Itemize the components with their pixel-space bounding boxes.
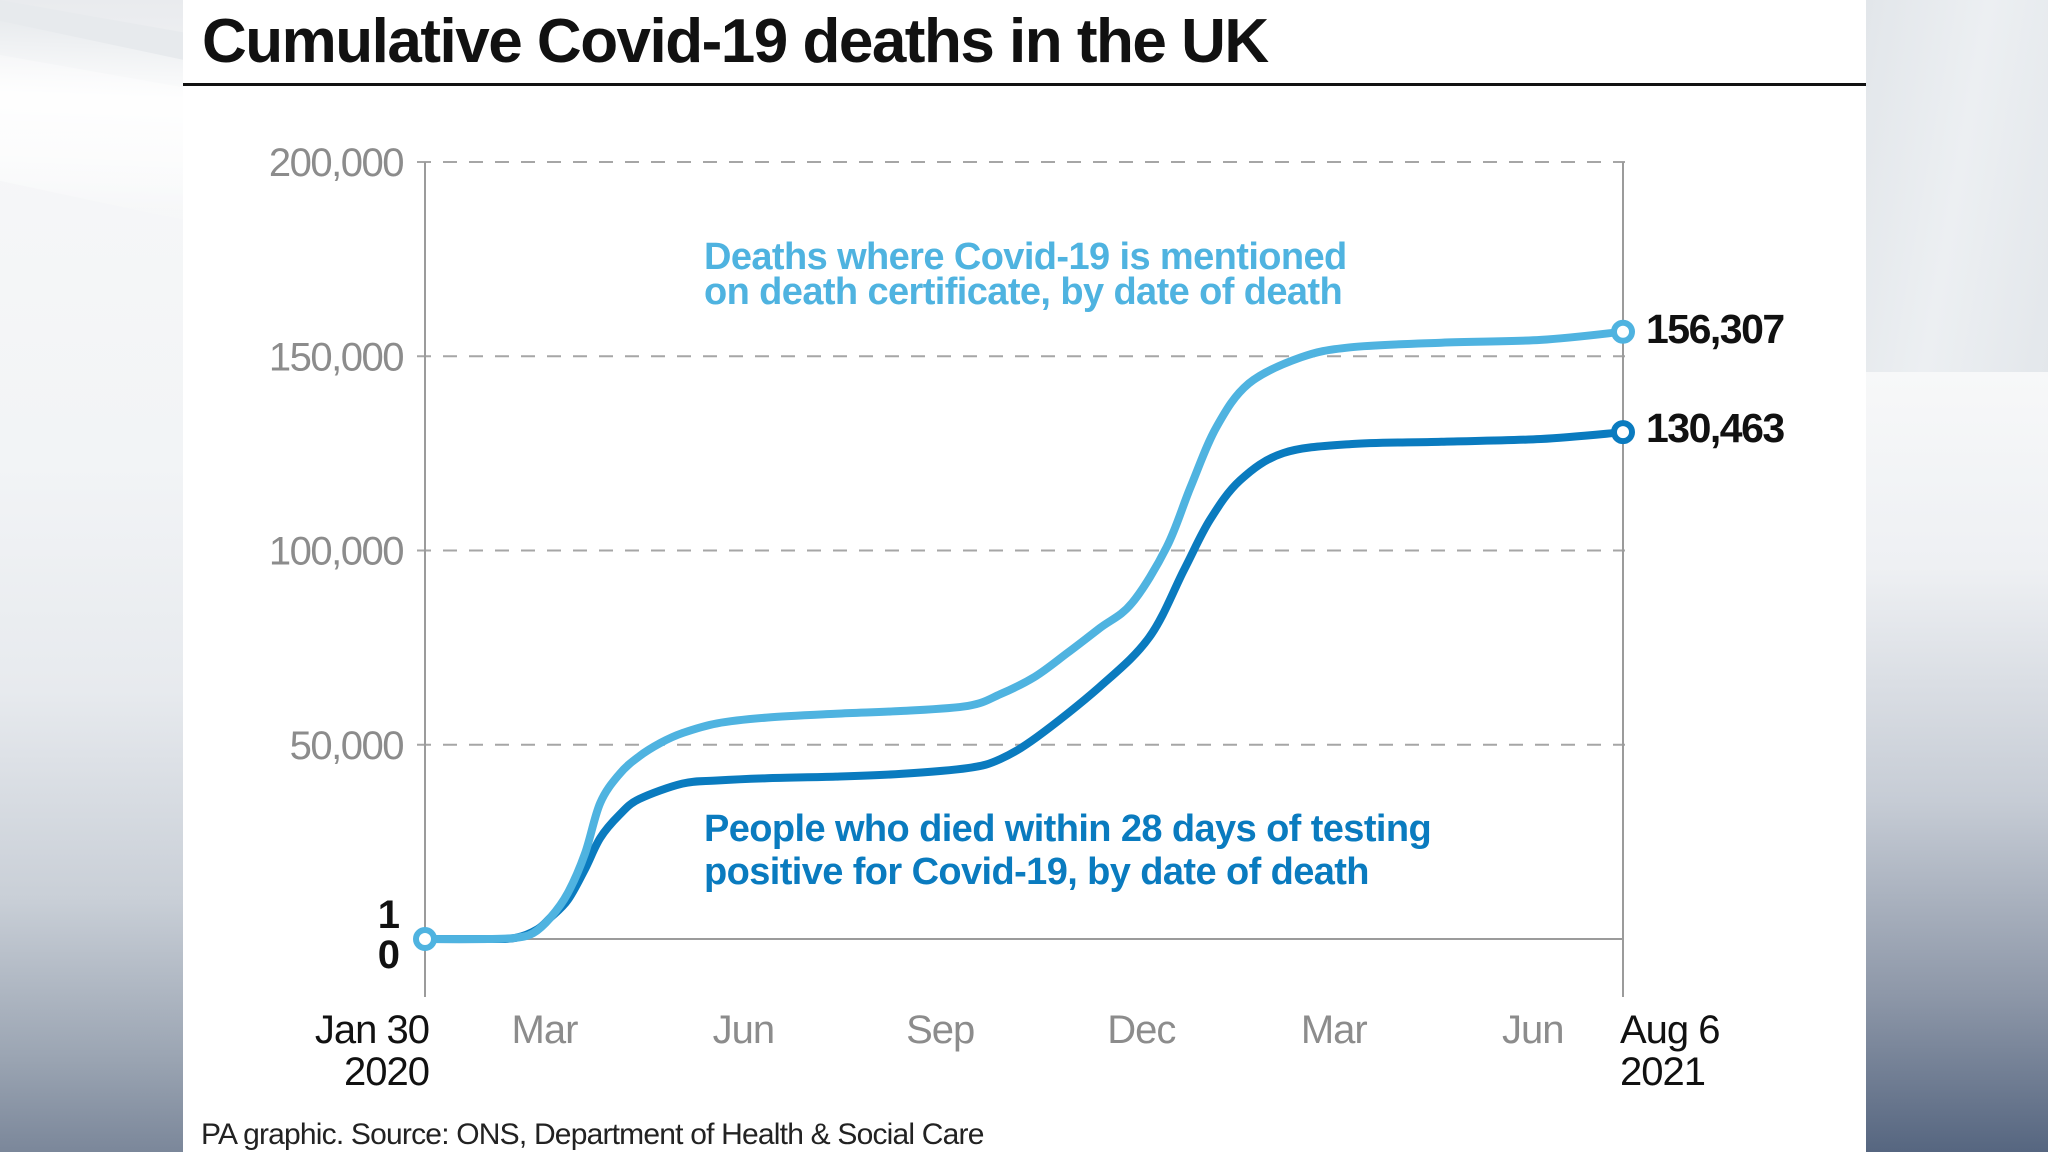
y-tick-label: 100,000 <box>269 530 403 574</box>
annotation-tested-line-2: positive for Covid-19, by date of death <box>704 851 1369 893</box>
y-tick-label-0: 0 <box>378 933 400 977</box>
axes <box>424 162 1624 997</box>
x-tick-sublabel: 2020 <box>344 1050 429 1094</box>
end-marker-certificate <box>1611 319 1635 344</box>
background-upper <box>1866 0 2048 372</box>
end-marker-tested <box>1611 420 1635 445</box>
source-footer: PA graphic. Source: ONS, Department of H… <box>201 1118 984 1151</box>
y-tick-label: 50,000 <box>290 724 404 768</box>
title-divider <box>183 83 1866 86</box>
x-tick-sublabel: 2021 <box>1620 1050 1705 1094</box>
background-right <box>1866 0 2048 1152</box>
y-tick-label: 200,000 <box>269 141 403 185</box>
chart-title: Cumulative Covid-19 deaths in the UK <box>202 7 1269 76</box>
x-tick-label: Jan 30 <box>315 1008 429 1052</box>
annotation-certificate-line-2: on death certificate, by date of death <box>704 271 1342 313</box>
background-lower <box>1866 372 2048 1152</box>
x-tick-label: Sep <box>906 1008 974 1052</box>
end-label-tested: 130,463 <box>1646 405 1784 451</box>
series-line-certificate <box>421 327 1627 944</box>
x-tick-label: Jun <box>713 1008 775 1052</box>
y-tick-label-1: 1 <box>378 893 400 937</box>
x-tick-label: Jun <box>1502 1008 1564 1052</box>
annotation-certificate-line-1: Deaths where Covid-19 is mentioned <box>704 236 1347 278</box>
end-value-labels: 156,307 130,463 <box>1646 306 1786 451</box>
start-marker <box>413 927 437 951</box>
x-tick-label: Mar <box>512 1008 579 1052</box>
end-label-certificate: 156,307 <box>1646 306 1784 352</box>
series-lines <box>421 327 1627 944</box>
annotation-tested-line-1: People who died within 28 days of testin… <box>704 808 1431 850</box>
background-left <box>0 0 184 1152</box>
x-tick-label: Aug 6 <box>1620 1008 1720 1052</box>
y-tick-label: 150,000 <box>269 335 403 379</box>
x-tick-label: Mar <box>1301 1008 1368 1052</box>
x-tick-label: Dec <box>1107 1008 1175 1052</box>
series-annotations: Deaths where Covid-19 is mentioned on de… <box>704 236 1432 893</box>
series-markers <box>413 319 1635 951</box>
